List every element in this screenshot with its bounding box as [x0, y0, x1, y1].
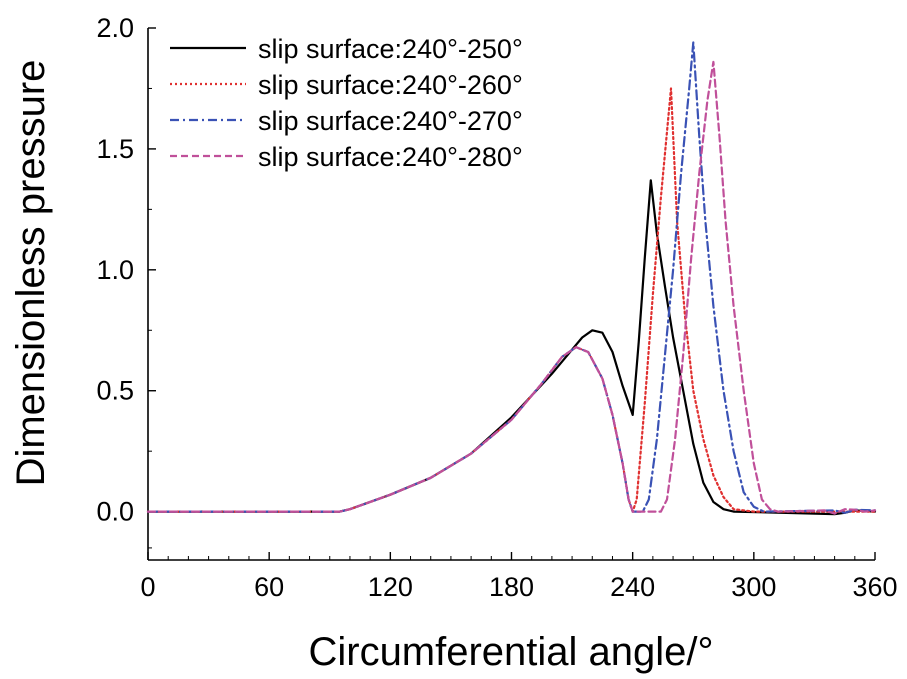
x-tick-label: 0: [140, 572, 155, 602]
x-tick-label: 120: [368, 572, 413, 602]
y-tick-label: 0.5: [96, 376, 134, 406]
legend-label-2: slip surface:240°-260°: [258, 70, 523, 100]
x-tick-label: 300: [731, 572, 776, 602]
y-tick-label: 1.5: [96, 134, 134, 164]
x-axis-title: Circumferential angle/°: [308, 630, 713, 674]
legend-label-1: slip surface:240°-250°: [258, 34, 523, 64]
series-line-1: [146, 179, 877, 516]
x-tick-label: 240: [610, 572, 655, 602]
legend: slip surface:240°-250° slip surface:240°-…: [170, 34, 523, 172]
legend-label-4: slip surface:240°-280°: [258, 142, 523, 172]
plot-area: 0 60 120 180 240 300 360 0.0 0.5 1.0 1.5 2.0: [96, 13, 897, 602]
series-line-4: [146, 60, 877, 515]
y-tick-label: 1.0: [96, 255, 134, 285]
x-tick-label: 60: [254, 572, 284, 602]
y-axis-title: Dimensionless pressure: [9, 60, 53, 487]
x-tick-label: 180: [489, 572, 534, 602]
y-tick-label: 0.0: [96, 497, 134, 527]
legend-label-3: slip surface:240°-270°: [258, 106, 523, 136]
y-tick-label: 2.0: [96, 13, 134, 43]
x-tick-label: 360: [852, 572, 897, 602]
